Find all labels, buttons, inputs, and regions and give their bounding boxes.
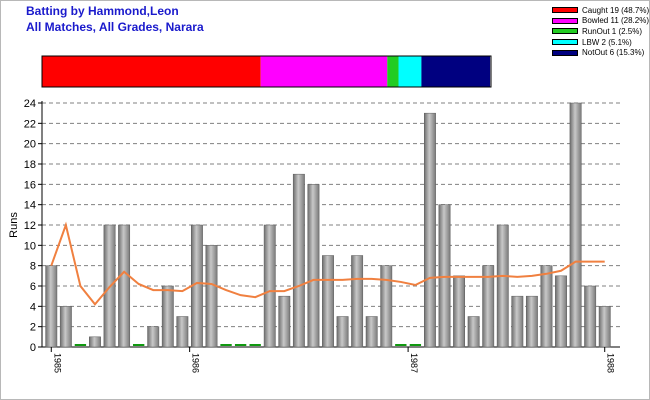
dismissal-segment <box>398 56 422 87</box>
legend-item: Caught 19 (48.7%) <box>552 5 649 16</box>
bar <box>555 275 567 348</box>
bar <box>322 255 334 348</box>
bar <box>453 275 466 348</box>
bar <box>482 265 495 348</box>
x-tick-label: 1987 <box>409 353 419 373</box>
legend-label: Bowled 11 (28.2%) <box>582 16 649 26</box>
bar <box>89 336 101 348</box>
legend-swatch <box>552 28 578 35</box>
y-tick-label: 12 <box>24 220 36 232</box>
average-line <box>50 221 605 306</box>
bar <box>540 265 553 348</box>
y-tick-label: 20 <box>24 139 36 151</box>
legend-item: Bowled 11 (28.2%) <box>552 16 649 27</box>
legend-item: RunOut 1 (2.5%) <box>552 26 649 37</box>
bar <box>205 245 218 348</box>
zero-score-marker <box>220 344 232 346</box>
bar <box>598 306 611 348</box>
x-tick-label: 1986 <box>191 353 201 373</box>
dismissal-segment <box>387 56 399 87</box>
y-axis-label: Runs <box>8 212 20 238</box>
bar <box>467 316 480 348</box>
bar <box>424 112 436 348</box>
bar <box>525 295 538 348</box>
bar <box>59 306 72 348</box>
legend-swatch <box>552 49 578 56</box>
dismissal-segment <box>42 56 261 87</box>
bar <box>438 204 451 348</box>
legend-label: NotOut 6 (15.3%) <box>582 48 645 58</box>
bar <box>584 285 597 348</box>
y-tick-label: 8 <box>30 261 36 273</box>
legend: Caught 19 (48.7%) Bowled 11 (28.2%) RunOut… <box>552 5 649 58</box>
y-tick-label: 24 <box>24 98 36 110</box>
legend-item: LBW 2 (5.1%) <box>552 37 649 48</box>
bar <box>161 285 174 348</box>
zero-score-marker <box>74 344 87 346</box>
dismissal-bar-border <box>41 55 492 88</box>
bar <box>336 316 349 348</box>
dismissal-segment <box>260 56 388 87</box>
bar <box>569 102 582 348</box>
bar <box>147 326 160 348</box>
y-tick-label: 10 <box>24 240 36 252</box>
bar <box>263 224 276 348</box>
x-tick-label: 1985 <box>52 353 62 373</box>
y-tick-label: 0 <box>30 342 36 354</box>
legend-label: Caught 19 (48.7%) <box>582 5 650 15</box>
legend-label: RunOut 1 (2.5%) <box>582 26 643 36</box>
legend-item: NotOut 6 (15.3%) <box>552 47 649 58</box>
bar <box>307 184 320 348</box>
bar <box>365 316 378 348</box>
y-tick-label: 18 <box>24 159 36 171</box>
zero-score-marker <box>409 344 422 346</box>
y-tick-label: 4 <box>30 301 36 313</box>
bar <box>118 224 131 348</box>
bar <box>176 316 189 348</box>
legend-swatch <box>552 7 578 14</box>
y-tick-label: 2 <box>30 322 36 334</box>
x-tick-label: 1988 <box>606 353 616 373</box>
bar <box>278 295 291 348</box>
bar <box>292 173 305 348</box>
bar <box>351 255 364 348</box>
bar <box>496 224 509 348</box>
legend-label: LBW 2 (5.1%) <box>582 37 632 47</box>
bar <box>45 265 58 348</box>
y-tick-label: 16 <box>24 179 36 191</box>
chart-title: Batting by Hammond,Leon <box>26 4 179 18</box>
y-tick-label: 22 <box>24 118 36 130</box>
chart-subtitle: All Matches, All Grades, Narara <box>26 20 204 34</box>
zero-score-marker <box>395 344 407 346</box>
dismissal-segment <box>421 56 491 87</box>
legend-swatch <box>552 39 578 46</box>
y-tick-label: 6 <box>30 281 36 293</box>
bar <box>511 295 524 348</box>
legend-swatch <box>552 17 578 24</box>
zero-score-marker <box>132 344 145 346</box>
bar <box>380 265 393 348</box>
y-tick-label: 14 <box>24 200 36 212</box>
zero-score-marker <box>249 344 261 346</box>
zero-score-marker <box>234 344 247 346</box>
